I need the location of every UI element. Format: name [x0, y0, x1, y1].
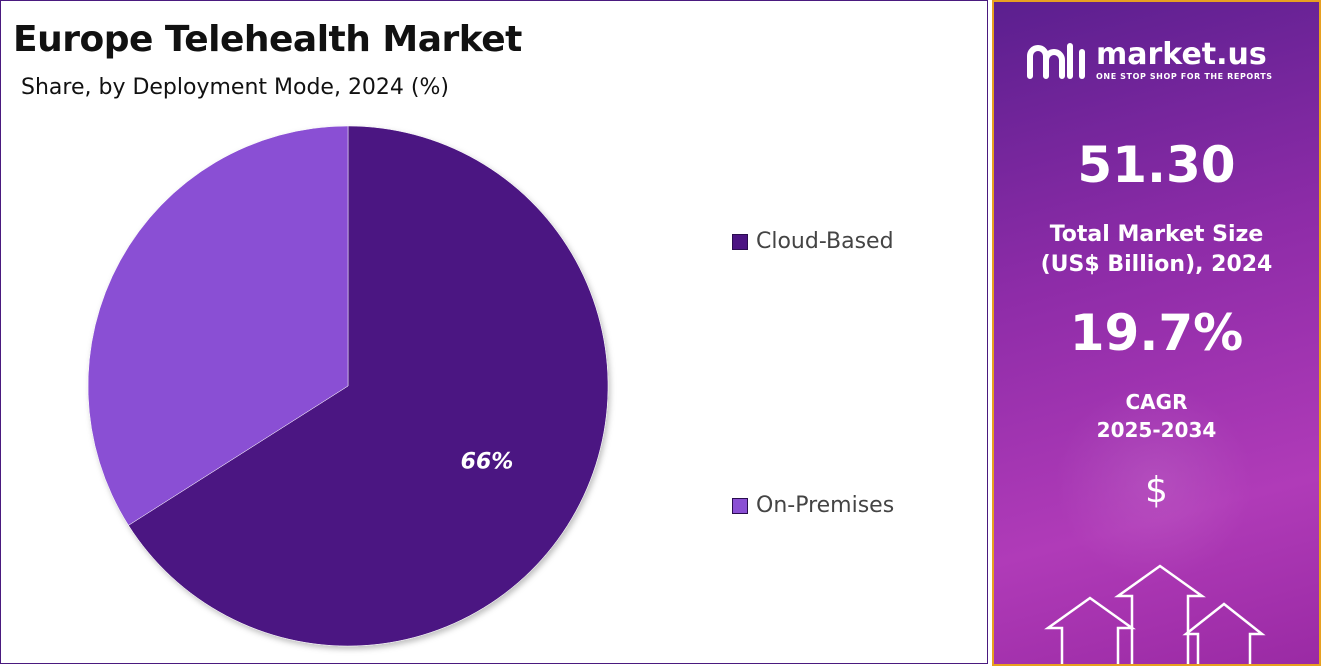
legend-swatch-cloud-based — [732, 233, 748, 250]
dollar-icon: $ — [1145, 470, 1168, 511]
chart-panel: Europe Telehealth Market Share, by Deplo… — [0, 0, 988, 664]
legend-swatch-on-premises — [732, 497, 748, 514]
cagr-period: 2025-2034 — [1096, 418, 1217, 442]
market-size-label-line1: Total Market Size — [1049, 222, 1264, 247]
brand-tagline: ONE STOP SHOP FOR THE REPORTS — [1096, 71, 1273, 81]
data-label-cloud-based: 66% — [461, 449, 514, 474]
chart-title: Europe Telehealth Market — [13, 19, 522, 60]
background-glow — [1054, 382, 1254, 582]
legend-label-on-premises: On-Premises — [756, 493, 895, 518]
legend-item-cloud-based: Cloud-Based — [732, 229, 894, 254]
pie-chart: 66% — [87, 125, 609, 647]
market-us-logo-icon — [1027, 43, 1085, 79]
market-size-value: 51.30 — [1077, 136, 1236, 194]
market-size-label-line2: (US$ Billion), 2024 — [1040, 252, 1273, 277]
legend: Cloud-Based On-Premises — [732, 229, 972, 529]
info-panel: market.us ONE STOP SHOP FOR THE REPORTS … — [992, 0, 1321, 666]
brand-logo: market.us ONE STOP SHOP FOR THE REPORTS — [1024, 38, 1273, 82]
legend-item-on-premises: On-Premises — [732, 493, 894, 518]
pie-slice-on-premises — [87, 125, 349, 526]
brand-name: market.us — [1096, 36, 1267, 72]
pie-slice-cloud-based — [128, 125, 609, 647]
cagr-value: 19.7% — [1069, 304, 1244, 362]
legend-label-cloud-based: Cloud-Based — [756, 229, 894, 254]
growth-arrows-icon — [1044, 564, 1266, 664]
cagr-label: CAGR — [1125, 390, 1188, 414]
chart-subtitle: Share, by Deployment Mode, 2024 (%) — [21, 75, 449, 100]
